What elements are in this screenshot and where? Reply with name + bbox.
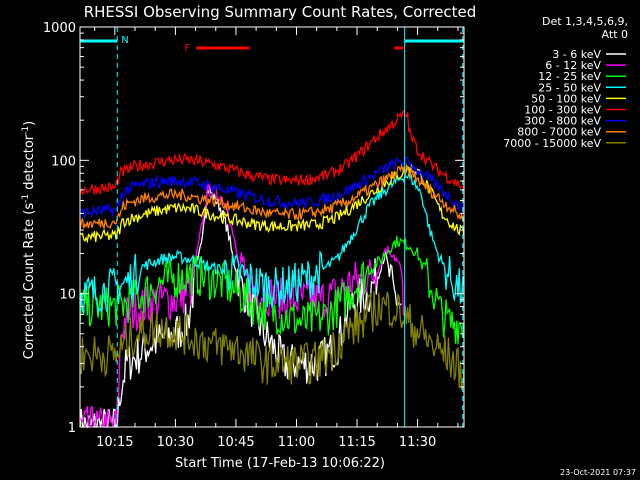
flare-flag-label: F [184,43,190,54]
y-axis-label-tail: detector [22,134,37,194]
series-line-50-100-kev [79,164,465,244]
legend-label-300-800-kev: 300 - 800 keV [524,115,601,128]
legend-label-6-12-kev: 6 - 12 keV [545,59,601,72]
legend-label-25-50-kev: 25 - 50 keV [538,81,601,94]
series-line-800-7000-kev [79,162,465,231]
y-axis-label: Corrected Count Rate (s-1 detector-1) [21,121,37,359]
legend-label-12-25-kev: 12 - 25 keV [538,70,601,83]
x-tick-label-4: 11:15 [338,435,375,450]
legend-label-3-6-kev: 3 - 6 keV [552,48,601,61]
legend-label-100-300-kev: 100 - 300 keV [524,104,601,117]
x-tick-label-0: 10:15 [96,435,133,450]
legend-header-line-2: Att 0 [602,28,628,41]
legend-label-800-7000-kev: 800 - 7000 keV [517,126,601,139]
series-line-3-6-kev [79,185,402,429]
chart-title: RHESSI Observing Summary Count Rates, Co… [84,3,477,21]
plot-marks: NF [79,27,465,429]
y-axis: 1 10 100 1000 [43,21,464,436]
plot-frame [79,26,465,428]
legend-label-50-100-kev: 50 - 100 keV [531,92,601,105]
legend-header-line-1: Det 1,3,4,5,6,9, [542,15,628,28]
x-tick-label-2: 10:45 [217,435,254,450]
y-tick-label-3: 1000 [43,21,76,36]
x-axis-label: Start Time (17-Feb-13 10:06:22) [175,456,385,471]
series-line-6-12-kev [79,183,405,429]
series-line-25-50-kev [79,171,465,316]
series-line-300-800-kev [79,156,465,219]
x-axis: 10:15 10:30 10:45 11:00 11:15 11:30 [94,27,459,450]
y-axis-label-main: Corrected Count Rate (s [22,203,37,360]
y-axis-label-sup1: -1 [21,194,31,203]
x-tick-label-1: 10:30 [157,435,194,450]
series-line-12-25-kev [79,235,465,345]
attenuator-flag-label: N [121,35,128,46]
series-line-7000-15000-kev [79,291,465,391]
footer-date: 23-Oct-2021 07:37 [560,468,636,477]
y-axis-label-end: ) [22,121,37,126]
y-tick-label-2: 100 [51,154,76,169]
y-tick-label-0: 1 [68,421,76,436]
x-tick-label-3: 11:00 [278,435,315,450]
series-line-100-300-kev [79,109,465,196]
legend-label-7000-15000-kev: 7000 - 15000 keV [503,137,601,150]
y-tick-label-1: 10 [59,288,76,303]
x-tick-label-5: 11:30 [399,435,436,450]
y-axis-label-sup2: -1 [21,126,31,135]
